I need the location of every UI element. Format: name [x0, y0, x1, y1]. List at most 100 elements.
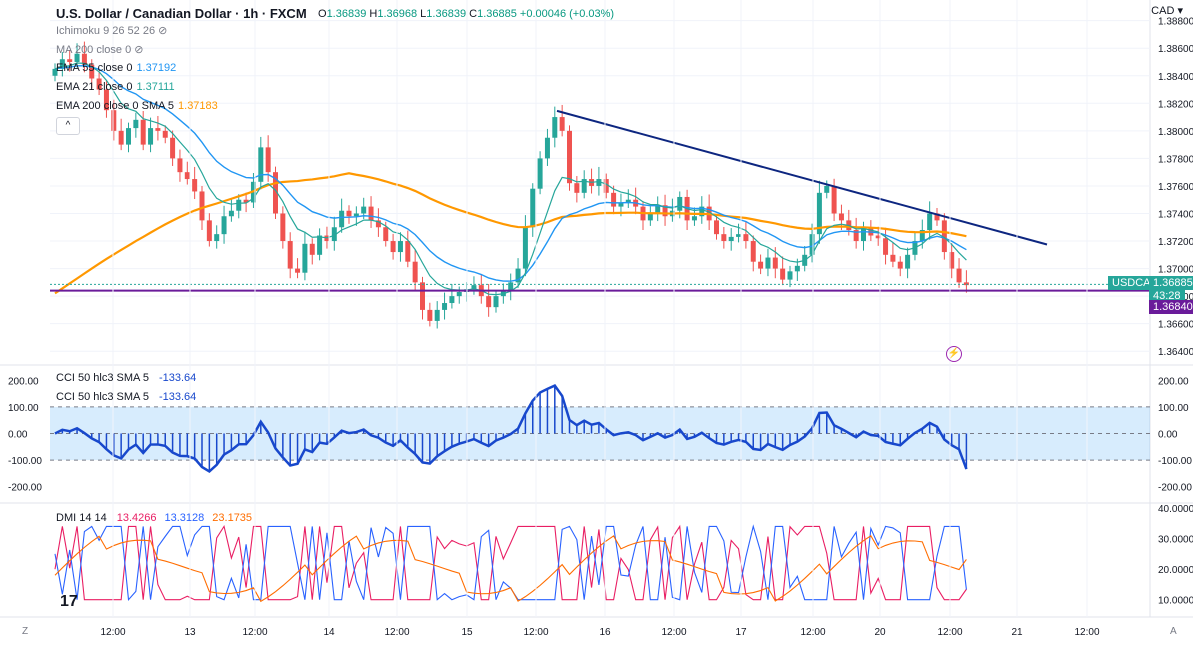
candle-body — [736, 234, 742, 237]
price-tick-label: 1.37200 — [1158, 237, 1193, 248]
candle-body — [883, 238, 889, 255]
eye-off-icon[interactable]: ⊘ — [134, 44, 144, 56]
time-tick-label: 13 — [184, 627, 196, 638]
candle-body — [824, 185, 830, 193]
candle-body — [67, 59, 73, 62]
low-label: L — [420, 8, 427, 20]
dmi-legend[interactable]: DMI 14 14 13.4266 13.3128 23.1735 — [56, 512, 253, 524]
indicator-ema55[interactable]: EMA 55 close 0 1.37192 — [56, 62, 177, 74]
cci-tick-label-left: 100.00 — [8, 403, 39, 414]
time-tick-label: 17 — [735, 627, 747, 638]
candle-body — [831, 185, 837, 214]
cci-band — [50, 406, 1150, 461]
time-tick-label: 12:00 — [800, 627, 825, 638]
price-tick-label: 1.36600 — [1158, 320, 1193, 331]
candle-body — [890, 254, 896, 262]
time-tick-label: 12:00 — [242, 627, 267, 638]
candle-body — [853, 230, 859, 242]
indicator-ichimoku[interactable]: Ichimoku 9 26 52 26 ⊘ — [56, 25, 168, 37]
candle-body — [493, 296, 499, 308]
candle-body — [905, 254, 911, 269]
candle-body — [471, 285, 477, 290]
candle-body — [552, 117, 558, 138]
indicator-ema21[interactable]: EMA 21 close 0 1.37111 — [56, 81, 175, 93]
close-value: 1.36885 — [477, 8, 517, 20]
countdown-tag: 43:28 — [1149, 289, 1185, 303]
candle-body — [647, 213, 653, 221]
lightning-icon[interactable]: ⚡ — [946, 346, 962, 362]
eye-off-icon[interactable]: ⊘ — [158, 25, 168, 37]
last-price-tag: 1.36885 — [1149, 276, 1193, 290]
price-tick-label: 1.37800 — [1158, 154, 1193, 165]
cci-tick-label: 100.00 — [1158, 403, 1189, 414]
candle-body — [375, 220, 381, 228]
ema200-line — [54, 172, 967, 295]
candle-body — [486, 296, 492, 308]
close-label: C — [469, 8, 478, 20]
price-tick-label: 1.38600 — [1158, 44, 1193, 55]
candle-body — [758, 261, 764, 269]
cci-tick-label-left: -200.00 — [8, 483, 42, 494]
candle-body — [537, 158, 543, 189]
candle-body — [214, 234, 220, 242]
candle-body — [809, 234, 815, 255]
ohlc-readout: O1.36839 H1.36968 L1.36839 C1.36885 +0.0… — [318, 8, 614, 20]
candle-body — [111, 110, 117, 131]
candle-body — [714, 220, 719, 235]
candle-body — [397, 241, 403, 253]
candle-body — [655, 205, 661, 214]
ema55-line — [54, 64, 967, 282]
candle-body — [927, 213, 933, 231]
currency-dropdown[interactable]: CAD ▾ — [1151, 5, 1183, 17]
candle-body — [96, 78, 102, 90]
time-tick-label: 12:00 — [384, 627, 409, 638]
time-tick-label: 12:00 — [100, 627, 125, 638]
candle-body — [52, 68, 58, 76]
candle-body — [236, 199, 242, 211]
auto-scale-button[interactable]: A — [1170, 626, 1177, 637]
candle-body — [618, 202, 624, 207]
cci-legend-1[interactable]: CCI 50 hlc3 SMA 5 -133.64 — [56, 372, 197, 384]
cci-tick-label-left: 0.00 — [8, 430, 28, 441]
price-tick-label: 1.36400 — [1158, 347, 1193, 358]
cci-tick-label-left: -100.00 — [8, 456, 42, 467]
indicator-ema200[interactable]: EMA 200 close 0 SMA 5 1.37183 — [56, 100, 218, 112]
candle-body — [699, 206, 705, 217]
price-tick-label: 1.38400 — [1158, 72, 1193, 83]
indicator-ma200[interactable]: MA 200 close 0 ⊘ — [56, 44, 144, 56]
candle-body — [963, 282, 969, 286]
candle-body — [59, 59, 65, 69]
candle-body — [184, 172, 190, 180]
candle-body — [155, 128, 161, 131]
candle-body — [126, 128, 131, 145]
price-tick-label: 1.38800 — [1158, 17, 1193, 28]
candle-body — [434, 309, 440, 321]
candle-body — [170, 137, 176, 159]
candle-body — [530, 188, 536, 228]
cci-legend-2[interactable]: CCI 50 hlc3 SMA 5 -133.64 — [56, 391, 197, 403]
symbol-price-tag: USDCAD — [1108, 276, 1163, 290]
candle-body — [81, 53, 87, 65]
candle-body — [838, 213, 844, 221]
candle-body — [816, 192, 822, 235]
candle-body — [177, 158, 183, 173]
tradingview-logo: 17 — [60, 593, 78, 610]
change-value: +0.00046 (+0.03%) — [519, 8, 615, 20]
plus-di-line — [54, 524, 967, 601]
candle-body — [74, 53, 80, 62]
candle-body — [567, 130, 572, 184]
candle-body — [603, 179, 609, 193]
candle-body — [228, 210, 234, 217]
time-tick-label: 12:00 — [1074, 627, 1099, 638]
candle-body — [544, 137, 550, 159]
candle-body — [133, 119, 139, 129]
candle-body — [390, 241, 396, 253]
symbol-title[interactable]: U.S. Dollar / Canadian Dollar · 1h · FXC… — [56, 6, 307, 21]
candle-body — [420, 282, 425, 310]
low-value: 1.36839 — [426, 8, 467, 20]
candle-body — [508, 282, 514, 291]
zoom-button[interactable]: Z — [22, 626, 29, 637]
candle-body — [368, 206, 374, 221]
collapse-legend-button[interactable]: ^ — [56, 117, 80, 135]
